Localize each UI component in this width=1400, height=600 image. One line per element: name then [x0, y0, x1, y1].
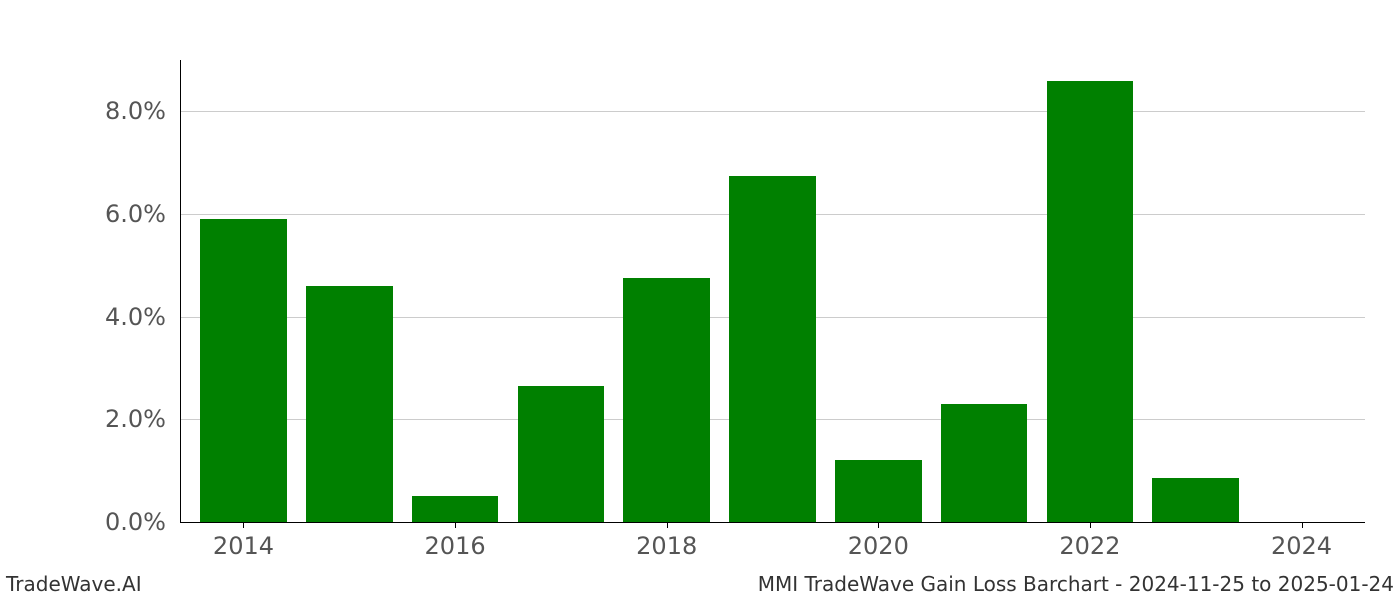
x-tick-label: 2018 — [636, 532, 697, 560]
bar — [835, 460, 922, 522]
y-tick-label: 4.0% — [4, 303, 166, 331]
x-tick-label: 2024 — [1271, 532, 1332, 560]
y-tick-label: 6.0% — [4, 200, 166, 228]
footer-brand: TradeWave.AI — [6, 572, 142, 596]
gridline — [180, 111, 1365, 112]
bar — [1152, 478, 1239, 522]
bar — [200, 219, 287, 522]
bar — [729, 176, 816, 523]
bar — [623, 278, 710, 522]
bar — [1047, 81, 1134, 522]
plot-area: 0.0%2.0%4.0%6.0%8.0%20142016201820202022… — [180, 60, 1365, 522]
y-tick-label: 2.0% — [4, 405, 166, 433]
y-tick-label: 0.0% — [4, 508, 166, 536]
y-axis-line — [180, 60, 181, 522]
bar — [306, 286, 393, 522]
x-tick-label: 2014 — [213, 532, 274, 560]
bar — [941, 404, 1028, 522]
x-axis-line — [180, 522, 1365, 523]
x-tick-label: 2016 — [425, 532, 486, 560]
footer-caption: MMI TradeWave Gain Loss Barchart - 2024-… — [758, 572, 1394, 596]
bar — [518, 386, 605, 522]
chart-container: 0.0% 2.0% 4.0% 6.0% 8.0% 2014 2016 2018 2020 2022… — [0, 0, 1400, 600]
y-tick-label: 8.0% — [4, 97, 166, 125]
x-tick-label: 2022 — [1059, 532, 1120, 560]
x-tick-label: 2020 — [848, 532, 909, 560]
bar — [412, 496, 499, 522]
